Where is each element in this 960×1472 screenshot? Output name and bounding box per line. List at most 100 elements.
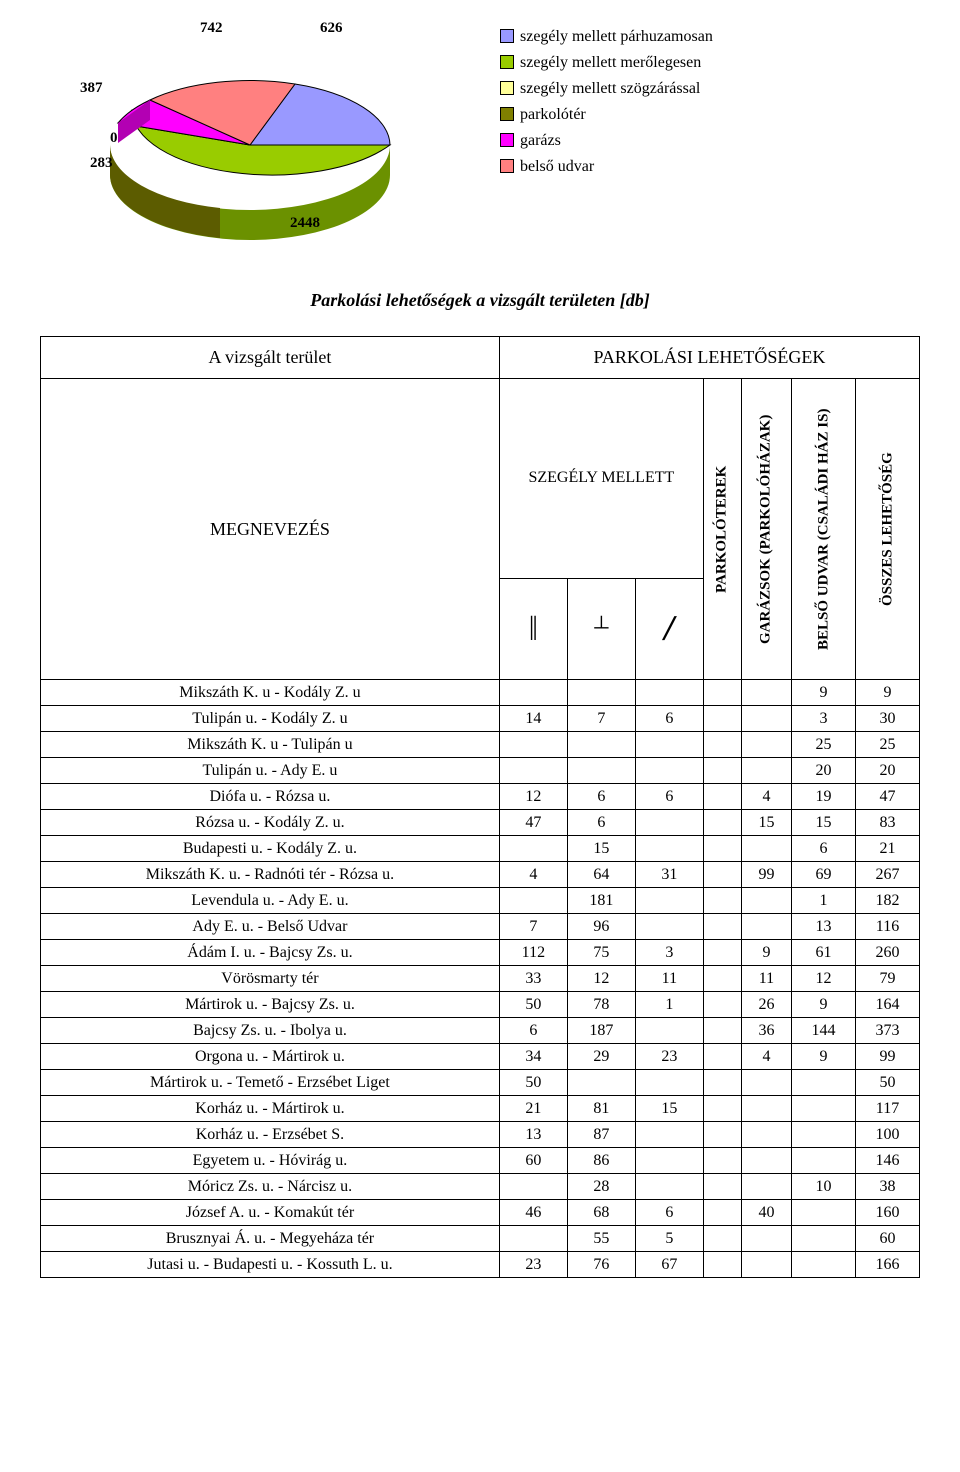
data-cell: 19 xyxy=(792,784,856,810)
data-cell xyxy=(635,810,703,836)
data-cell: 29 xyxy=(567,1044,635,1070)
pie-slice-label: 387 xyxy=(80,80,103,97)
data-cell: 9 xyxy=(792,1044,856,1070)
table-row: Ady E. u. - Belső Udvar79613116 xyxy=(41,914,920,940)
data-cell: 3 xyxy=(635,940,703,966)
data-cell xyxy=(792,1252,856,1278)
row-name: Mártirok u. - Temető - Erzsébet Liget xyxy=(41,1070,500,1096)
symbol-perpendicular: ┴ xyxy=(567,578,635,679)
symbol-parallel: ║ xyxy=(499,578,567,679)
table-row: Korház u. - Erzsébet S.1387100 xyxy=(41,1122,920,1148)
data-cell: 76 xyxy=(567,1252,635,1278)
data-cell xyxy=(499,888,567,914)
data-cell xyxy=(703,1252,741,1278)
data-cell xyxy=(635,914,703,940)
col-parkoloterek: PARKOLÓTEREK xyxy=(703,379,741,680)
data-cell xyxy=(741,758,791,784)
data-cell xyxy=(567,1070,635,1096)
table-row: Mikszáth K. u. - Radnóti tér - Rózsa u.4… xyxy=(41,862,920,888)
data-cell xyxy=(792,1070,856,1096)
data-cell: 9 xyxy=(792,680,856,706)
data-cell: 160 xyxy=(856,1200,920,1226)
data-cell: 21 xyxy=(856,836,920,862)
data-cell xyxy=(499,680,567,706)
header-left: A vizsgált terület xyxy=(41,337,500,379)
parking-table: A vizsgált terület PARKOLÁSI LEHETŐSÉGEK… xyxy=(40,336,920,1278)
data-cell xyxy=(703,940,741,966)
table-head: A vizsgált terület PARKOLÁSI LEHETŐSÉGEK… xyxy=(41,337,920,680)
row-name: Korház u. - Erzsébet S. xyxy=(41,1122,500,1148)
data-cell: 12 xyxy=(567,966,635,992)
data-cell xyxy=(703,1174,741,1200)
row-name: Tulipán u. - Ady E. u xyxy=(41,758,500,784)
row-name: Egyetem u. - Hóvirág u. xyxy=(41,1148,500,1174)
data-cell: 20 xyxy=(856,758,920,784)
data-cell: 9 xyxy=(856,680,920,706)
legend-text: szegély mellett párhuzamosan xyxy=(520,25,713,49)
data-cell xyxy=(703,1200,741,1226)
szegely-header: SZEGÉLY MELLETT xyxy=(499,379,703,579)
data-cell: 4 xyxy=(499,862,567,888)
data-cell: 146 xyxy=(856,1148,920,1174)
data-cell xyxy=(741,1070,791,1096)
data-cell: 6 xyxy=(567,810,635,836)
chart-title: Parkolási lehetőségek a vizsgált terület… xyxy=(40,290,920,311)
data-cell: 30 xyxy=(856,706,920,732)
data-cell xyxy=(703,1044,741,1070)
row-name: Ádám I. u. - Bajcsy Zs. u. xyxy=(41,940,500,966)
table-row: Jutasi u. - Budapesti u. - Kossuth L. u.… xyxy=(41,1252,920,1278)
data-cell: 13 xyxy=(499,1122,567,1148)
data-cell xyxy=(703,1122,741,1148)
table-row: Mikszáth K. u - Kodály Z. u99 xyxy=(41,680,920,706)
pie-slice-label: 0 xyxy=(110,130,118,147)
table-row: Mikszáth K. u - Tulipán u2525 xyxy=(41,732,920,758)
symbol-angled: ╱ xyxy=(635,578,703,679)
data-cell xyxy=(741,1096,791,1122)
data-cell: 40 xyxy=(741,1200,791,1226)
legend-text: szegély mellett merőlegesen xyxy=(520,51,701,75)
data-cell: 55 xyxy=(567,1226,635,1252)
table-row: Tulipán u. - Ady E. u2020 xyxy=(41,758,920,784)
data-cell: 15 xyxy=(792,810,856,836)
data-cell xyxy=(703,784,741,810)
row-name: Móricz Zs. u. - Nárcisz u. xyxy=(41,1174,500,1200)
data-cell xyxy=(792,1226,856,1252)
data-cell: 6 xyxy=(499,1018,567,1044)
pie-chart: 62624482830387742 xyxy=(40,20,460,260)
data-cell: 68 xyxy=(567,1200,635,1226)
data-cell: 15 xyxy=(635,1096,703,1122)
row-name: Budapesti u. - Kodály Z. u. xyxy=(41,836,500,862)
data-cell: 34 xyxy=(499,1044,567,1070)
data-cell: 13 xyxy=(792,914,856,940)
legend-text: belső udvar xyxy=(520,155,594,179)
data-cell xyxy=(499,732,567,758)
data-cell: 79 xyxy=(856,966,920,992)
table-row: Budapesti u. - Kodály Z. u.15621 xyxy=(41,836,920,862)
table-row: Egyetem u. - Hóvirág u.6086146 xyxy=(41,1148,920,1174)
data-cell: 99 xyxy=(856,1044,920,1070)
row-name: Orgona u. - Mártirok u. xyxy=(41,1044,500,1070)
data-cell: 4 xyxy=(741,784,791,810)
data-cell: 373 xyxy=(856,1018,920,1044)
data-cell xyxy=(567,758,635,784)
col-garazsok: GARÁZSOK (PARKOLÓHÁZAK) xyxy=(741,379,791,680)
data-cell: 28 xyxy=(567,1174,635,1200)
row-name: Mikszáth K. u - Tulipán u xyxy=(41,732,500,758)
legend-swatch xyxy=(500,29,514,43)
table-row: Levendula u. - Ady E. u.1811182 xyxy=(41,888,920,914)
data-cell: 23 xyxy=(499,1252,567,1278)
data-cell xyxy=(635,1148,703,1174)
data-cell xyxy=(703,680,741,706)
data-cell xyxy=(703,758,741,784)
legend-swatch xyxy=(500,55,514,69)
data-cell xyxy=(792,1096,856,1122)
data-cell: 75 xyxy=(567,940,635,966)
data-cell xyxy=(741,732,791,758)
data-cell: 1 xyxy=(635,992,703,1018)
row-name: Diófa u. - Rózsa u. xyxy=(41,784,500,810)
data-cell: 50 xyxy=(499,1070,567,1096)
data-cell: 23 xyxy=(635,1044,703,1070)
data-cell xyxy=(635,836,703,862)
data-cell: 166 xyxy=(856,1252,920,1278)
row-name: József A. u. - Komakút tér xyxy=(41,1200,500,1226)
